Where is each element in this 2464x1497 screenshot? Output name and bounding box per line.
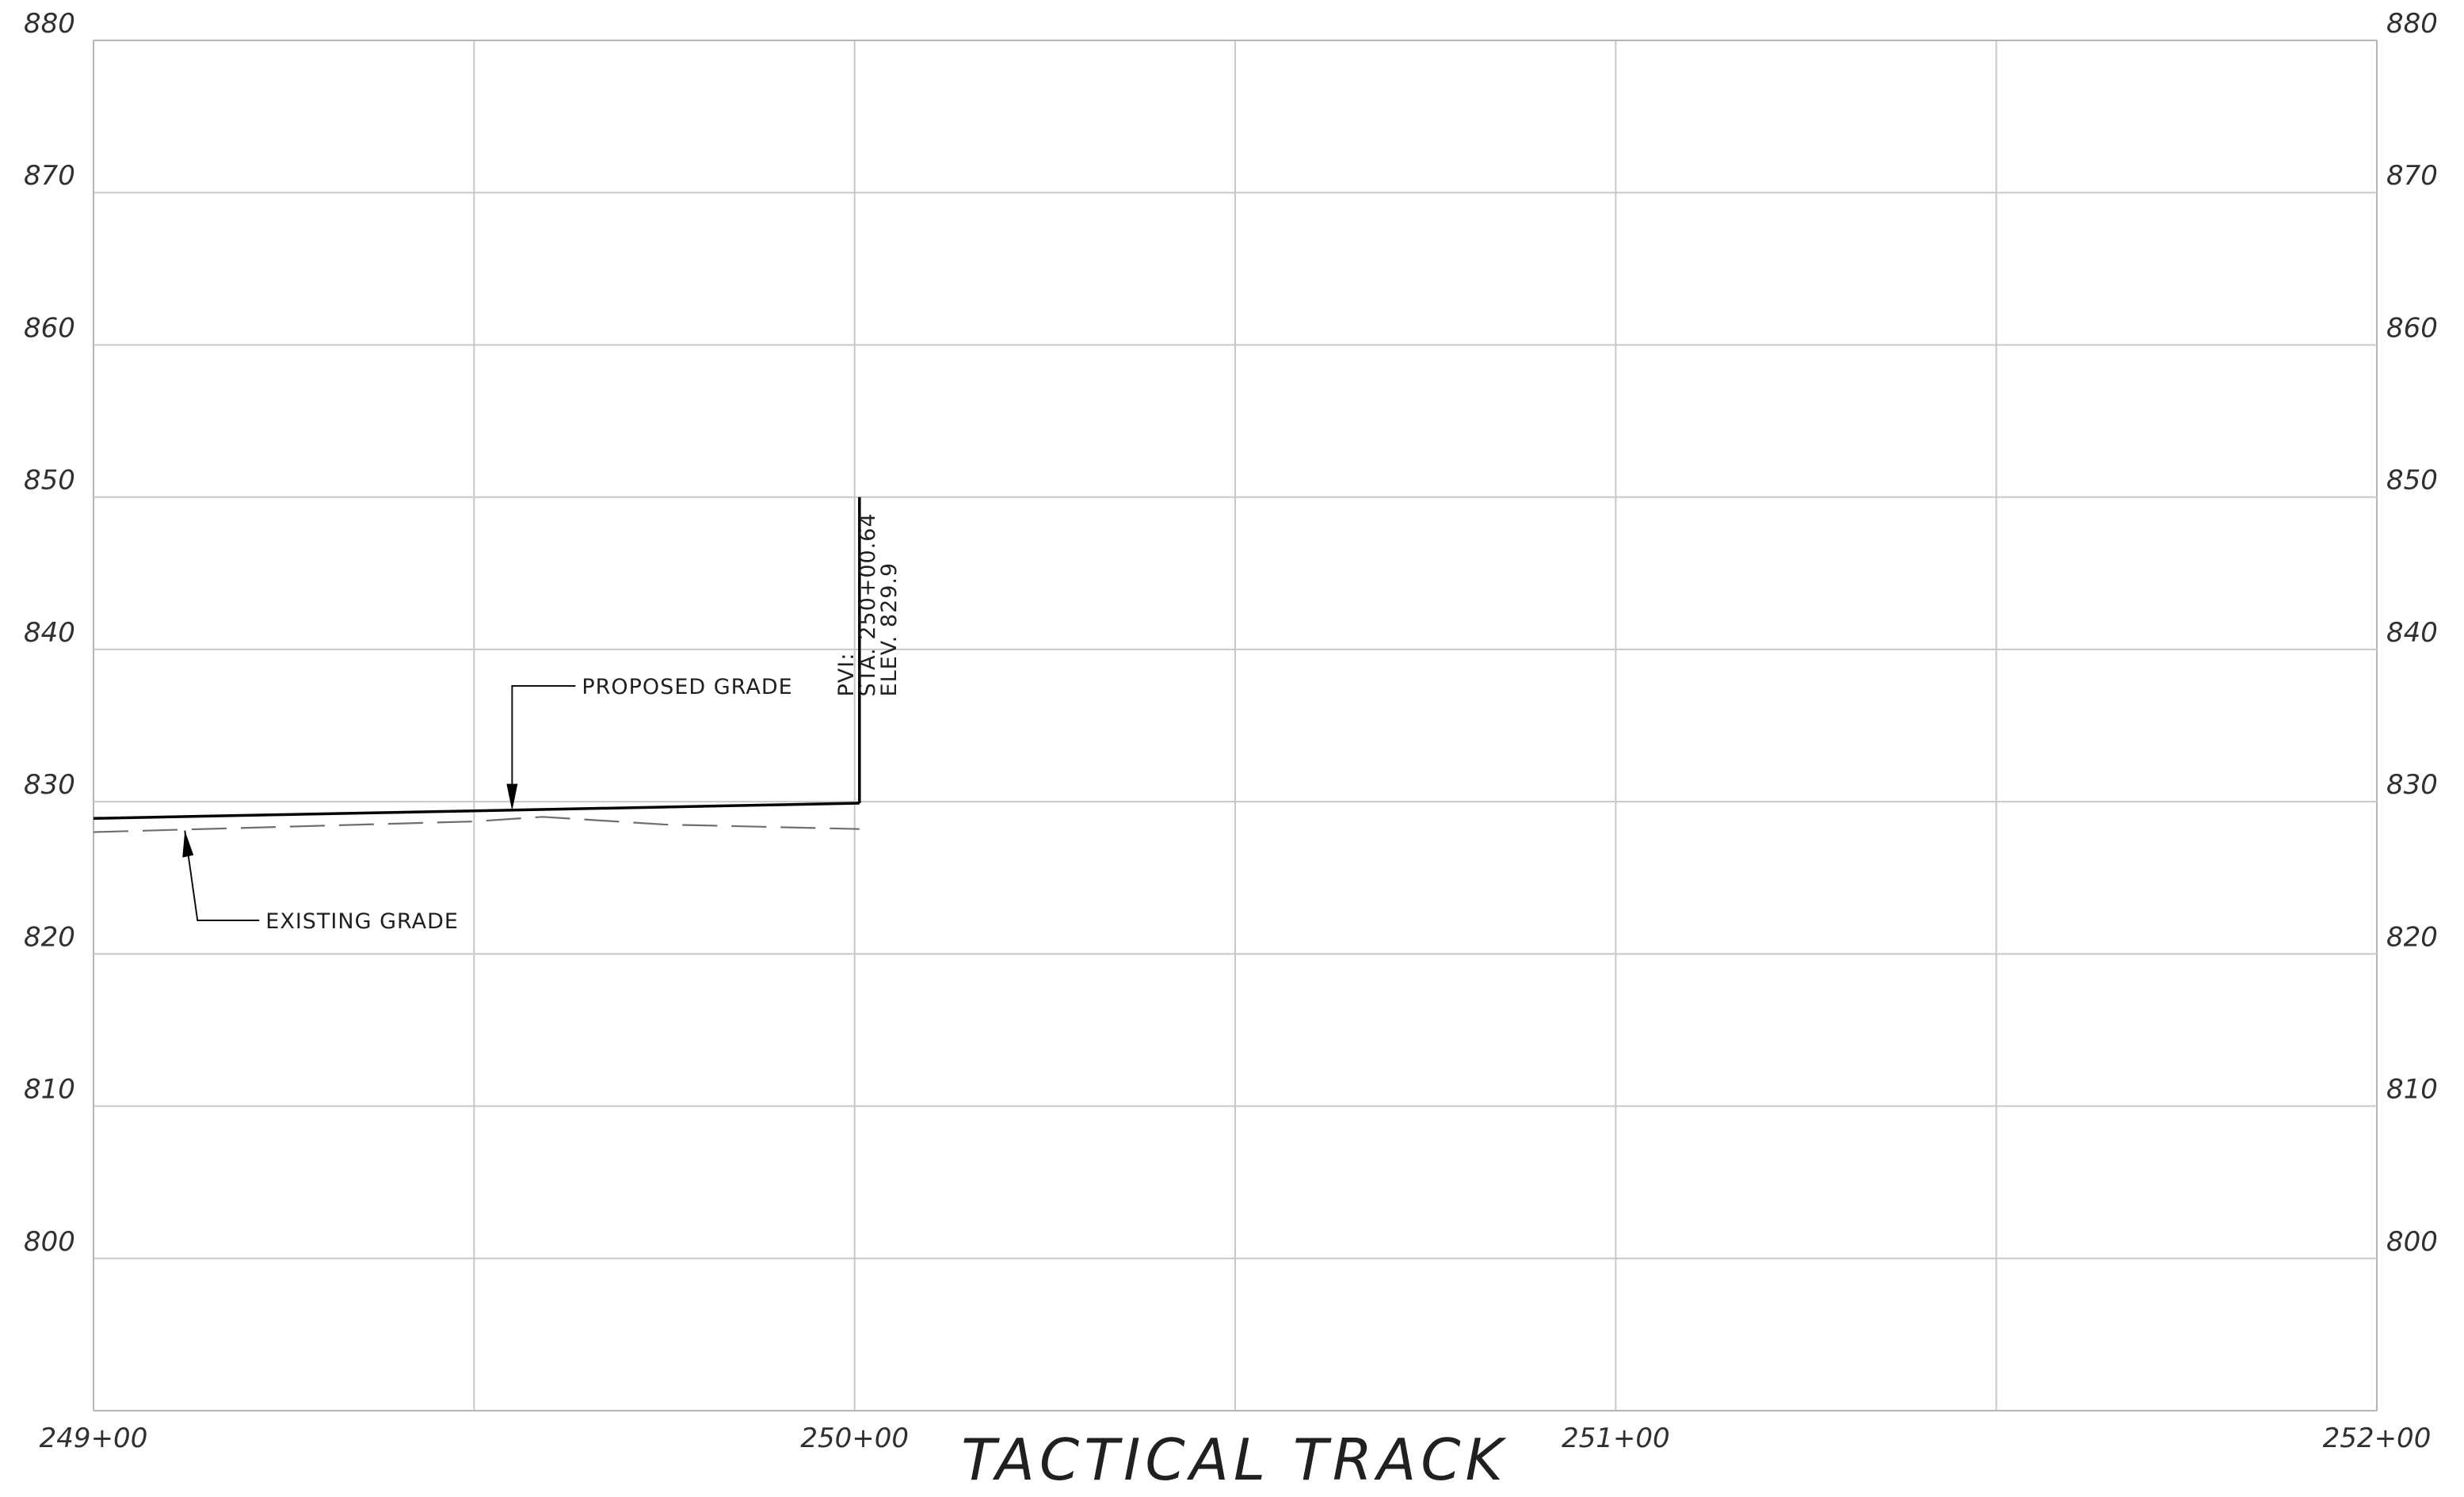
y-tick-label-right: 840 [2386,617,2438,649]
proposed-grade-label: PROPOSED GRADE [582,675,792,699]
existing-grade-leader [184,830,260,922]
y-tick-label-left: 810 [24,1074,75,1106]
pvi-station-label: STA. 250+00.64 [856,512,880,696]
y-axis-labels-left: 880 870 860 850 840 830 820 810 800 [24,8,75,1258]
x-axis-labels: 249+00 250+00 251+00 252+00 [40,1423,2432,1454]
y-tick-label-right: 820 [2386,921,2438,953]
grid [93,40,2378,1411]
y-tick-label-right: 870 [2386,160,2438,192]
y-tick-label-left: 800 [24,1226,75,1258]
y-tick-label-right: 860 [2386,312,2438,344]
y-tick-label-right: 800 [2386,1226,2438,1258]
y-tick-label-left: 870 [24,160,75,192]
y-tick-label-left: 880 [24,8,75,40]
y-tick-label-left: 840 [24,617,75,649]
chart-title: TACTICAL TRACK [961,1427,1507,1493]
x-tick-label: 252+00 [2323,1423,2432,1454]
existing-grade-line [93,816,860,833]
y-tick-label-left: 820 [24,921,75,953]
y-tick-label-left: 860 [24,312,75,344]
existing-grade-label: EXISTING GRADE [265,909,459,934]
proposed-grade-leader [511,685,576,786]
x-tick-label: 251+00 [1562,1423,1670,1454]
x-tick-label: 250+00 [800,1423,909,1454]
y-tick-label-left: 830 [24,769,75,801]
y-tick-label-right: 810 [2386,1074,2438,1106]
y-tick-label-right: 880 [2386,8,2438,40]
existing-grade-arrow [182,830,194,858]
pvi-label: PVI: [834,653,859,697]
y-tick-label-left: 850 [24,465,75,497]
series [93,802,860,833]
proposed-grade-line [93,802,860,821]
y-tick-label-right: 830 [2386,769,2438,801]
proposed-grade-arrow [506,783,518,811]
y-tick-label-right: 850 [2386,465,2438,497]
pvi-elevation-label: ELEV. 829.9 [877,562,902,697]
x-tick-label: 249+00 [40,1423,148,1454]
y-axis-labels-right: 880 870 860 850 840 830 820 810 800 [2386,8,2438,1258]
